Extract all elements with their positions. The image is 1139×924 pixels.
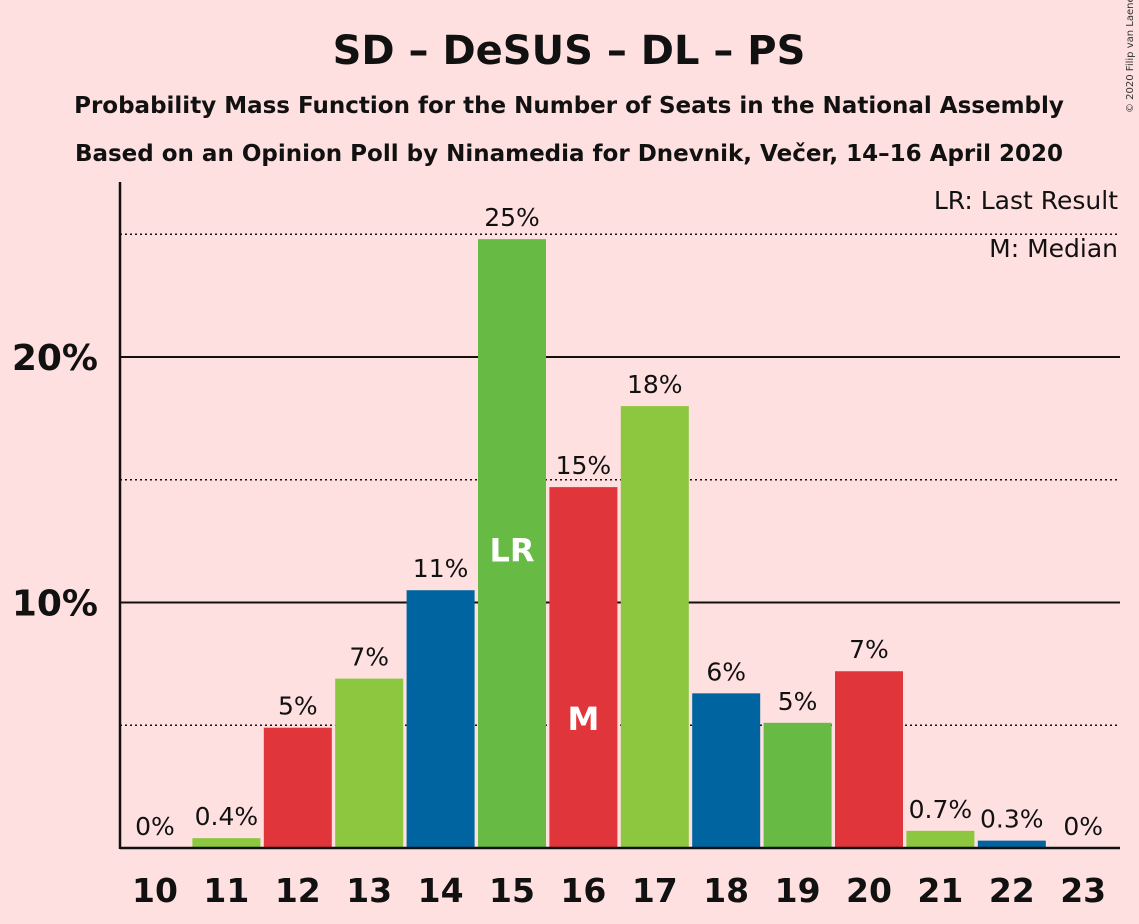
x-tick-label: 21 xyxy=(917,871,963,910)
data-label: 0.4% xyxy=(195,802,259,831)
chart-subtitle-1: Probability Mass Function for the Number… xyxy=(74,93,1064,119)
data-label: 0% xyxy=(135,812,175,841)
gridlines xyxy=(120,233,1120,726)
data-label: 25% xyxy=(484,203,540,232)
data-label: 0% xyxy=(1063,812,1103,841)
bar-seat-14 xyxy=(406,590,475,848)
bar-seat-11 xyxy=(192,838,261,848)
x-tick-label: 22 xyxy=(989,871,1035,910)
x-tick-label: 20 xyxy=(846,871,892,910)
data-label: 15% xyxy=(556,451,612,480)
bar-seat-16 xyxy=(549,487,618,848)
x-tick-label: 18 xyxy=(703,871,749,910)
x-tick-label: 16 xyxy=(560,871,606,910)
y-tick-label: 20% xyxy=(12,338,98,379)
x-tick-label: 13 xyxy=(346,871,392,910)
last-result-marker: LR xyxy=(489,532,534,570)
bar-seat-15 xyxy=(478,239,546,848)
x-tick-label: 11 xyxy=(203,871,249,910)
legend-median: M: Median xyxy=(989,234,1118,263)
chart-subtitle-2: Based on an Opinion Poll by Ninamedia fo… xyxy=(75,141,1063,167)
data-label: 0.7% xyxy=(909,795,973,824)
bar-seat-18 xyxy=(692,693,761,848)
chart-title: SD – DeSUS – DL – PS xyxy=(333,28,806,74)
x-tick-label: 12 xyxy=(275,871,321,910)
bar-seat-21 xyxy=(906,830,975,848)
y-tick-label: 10% xyxy=(12,584,98,625)
axes: 10% 20% 10 11 12 13 14 15 16 17 18 19 20 21 22 23 xyxy=(12,182,1120,910)
x-tick-label: 17 xyxy=(632,871,678,910)
legend-last-result: LR: Last Result xyxy=(934,186,1118,215)
x-tick-label: 14 xyxy=(418,871,464,910)
x-tick-label: 23 xyxy=(1060,871,1106,910)
data-label: 6% xyxy=(706,657,746,686)
data-label: 7% xyxy=(849,635,889,664)
data-label: 0.3% xyxy=(980,805,1044,834)
bar-series: 0% 0.4% 5% 7% 11% 25% LR 15% M 18% 6% 5% 7% 0.7% 0.3% 0… xyxy=(132,200,1106,848)
x-tick-label: 15 xyxy=(489,871,535,910)
data-label: 5% xyxy=(278,692,318,721)
bar-seat-19 xyxy=(763,722,832,848)
data-label: 5% xyxy=(778,687,818,716)
data-label: 11% xyxy=(413,554,469,583)
copyright-note: © 2020 Filip van Laenen xyxy=(1125,0,1136,113)
bar-seat-22 xyxy=(977,840,1046,848)
bar-seat-13 xyxy=(335,678,404,848)
median-marker: M xyxy=(567,700,599,738)
x-tick-label: 10 xyxy=(132,871,178,910)
x-tick-label: 19 xyxy=(775,871,821,910)
data-label: 18% xyxy=(627,370,683,399)
data-label: 7% xyxy=(349,643,389,672)
bar-seat-20 xyxy=(835,671,903,848)
bar-seat-17 xyxy=(620,406,689,848)
bar-seat-12 xyxy=(263,727,332,848)
